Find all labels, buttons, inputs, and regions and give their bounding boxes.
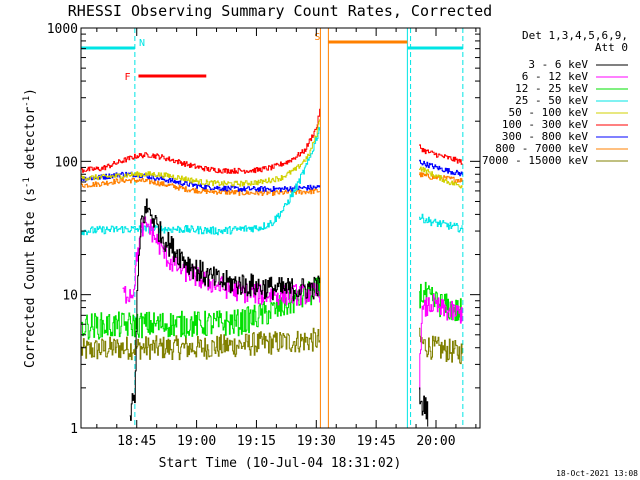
y-tick-label-3: 1000 — [47, 22, 78, 37]
x-tick-label-5: 20:00 — [416, 434, 455, 449]
flag-label-S: S — [314, 32, 320, 43]
x-tick-label-2: 19:15 — [237, 434, 276, 449]
y-axis-label: Corrected Count Rate (s-1 detector-1) — [22, 88, 38, 368]
legend-header-line1: Det 1,3,4,5,6,9, — [522, 29, 628, 42]
series-5-line-after-gap — [419, 144, 463, 165]
series-3-line-after-gap — [419, 213, 463, 233]
series-0-line-after-gap — [419, 387, 429, 427]
series-4-line-after-gap — [419, 166, 463, 189]
series-4-line — [81, 119, 321, 187]
series-5-line — [81, 108, 321, 174]
y-tick-label-2: 100 — [55, 155, 78, 170]
timestamp: 18-Oct-2021 13:08 — [556, 469, 638, 478]
series-0-line — [129, 198, 321, 421]
legend-label-0: 3 - 6 keV — [528, 58, 588, 71]
flag-label-F: F — [124, 72, 130, 83]
legend-label-8: 7000 - 15000 keV — [482, 154, 588, 167]
x-tick-label-3: 19:30 — [297, 434, 336, 449]
series-6-line — [81, 171, 321, 192]
chart-title: RHESSI Observing Summary Count Rates, Co… — [68, 2, 492, 20]
series-2-line — [81, 277, 321, 340]
y-tick-label-0: 1 — [70, 422, 78, 437]
plot-frame — [80, 27, 481, 429]
legend-label-1: 6 - 12 keV — [522, 70, 589, 83]
x-axis-label: Start Time (10-Jul-04 18:31:02) — [159, 456, 402, 471]
y-tick-label-1: 10 — [62, 289, 78, 304]
legend-label-4: 50 - 100 keV — [509, 106, 589, 119]
series-8-line-after-gap — [419, 327, 463, 365]
legend-label-6: 300 - 800 keV — [502, 130, 588, 143]
legend-label-2: 12 - 25 keV — [515, 82, 588, 95]
flag-label-N: N — [139, 38, 145, 49]
series-3-line — [81, 127, 321, 236]
series-8-line — [81, 327, 321, 361]
legend-label-7: 800 - 7000 keV — [495, 142, 588, 155]
legend-header-line2: Att 0 — [595, 41, 628, 54]
series-6-line-after-gap — [419, 159, 463, 177]
x-tick-label-0: 18:45 — [117, 434, 156, 449]
legend-label-3: 25 - 50 keV — [515, 94, 588, 107]
plot-marks: N F S — [80, 28, 464, 428]
series-1-line-after-gap — [419, 293, 463, 390]
legend-label-5: 100 - 300 keV — [502, 118, 588, 131]
axis-ticks: 1 10 100 1000 18:45 19:00 19:15 19:30 19:45 20:00 — [47, 22, 480, 449]
x-tick-label-4: 19:45 — [357, 434, 396, 449]
x-tick-label-1: 19:00 — [177, 434, 216, 449]
